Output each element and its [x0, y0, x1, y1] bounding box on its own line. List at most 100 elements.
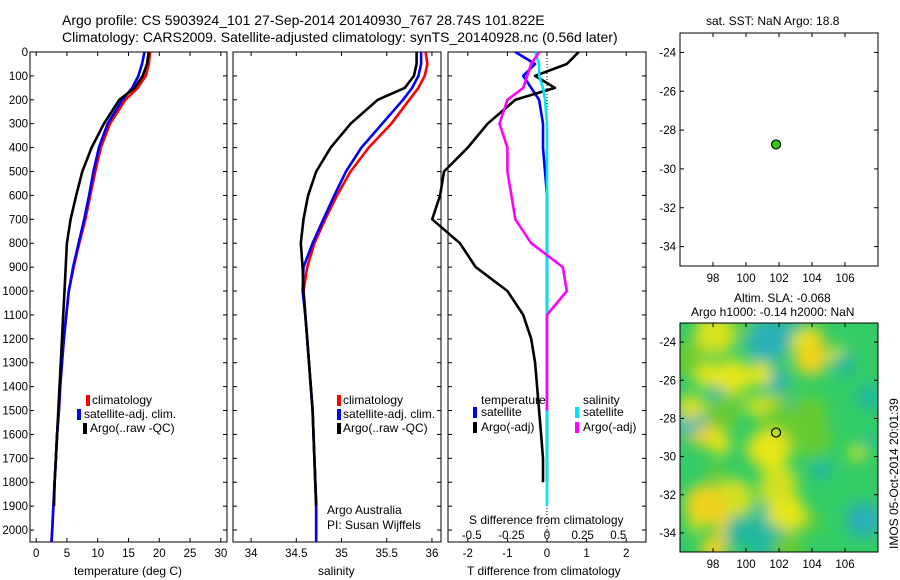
depth-tick-label: 0: [22, 47, 28, 59]
x-tick-label: 35: [335, 548, 348, 560]
depth-tick-label: 1000: [2, 286, 28, 298]
map-y-tick-label: -30: [659, 452, 676, 464]
heatmap-blob: [793, 341, 828, 376]
x-tick-label: 34: [245, 548, 258, 560]
map-x-tick-label: 100: [736, 559, 755, 571]
heatmap-blob: [708, 432, 731, 455]
heatmap-blob: [791, 394, 828, 431]
legend-label-climatology-sal: climatology: [343, 393, 404, 407]
temperature-plot-frame: [29, 51, 228, 543]
heatmap-blob: [724, 515, 757, 547]
legend-swatch-sal-satellite: [575, 407, 579, 418]
figure-title-line2: Climatology: CARS2009. Satellite-adjuste…: [62, 29, 618, 45]
depth-tick-label: 1400: [2, 382, 28, 394]
legend-swatch-satellite-sal: [337, 409, 341, 420]
depth-tick-label: 2000: [2, 525, 28, 537]
top-x-tick-label: -0.5: [462, 530, 482, 542]
heatmap-blob: [706, 463, 727, 484]
x-tick-label: 2: [623, 548, 629, 560]
map-y-tick-label: -34: [659, 528, 676, 540]
map-x-tick-label: 106: [835, 273, 854, 285]
x-tick-label: 0: [33, 548, 39, 560]
depth-tick-label: 1500: [2, 406, 28, 418]
depth-tick-label: 100: [9, 71, 28, 83]
x-tick-label: -1: [502, 548, 512, 560]
legend-label-temp-argo: Argo(-adj): [481, 420, 535, 434]
x-tick-label: 1: [583, 548, 589, 560]
series-line-salinity-argo-adj-: [498, 51, 569, 411]
x-tick-label: 15: [122, 548, 135, 560]
map-x-tick-label: 98: [707, 559, 720, 571]
x-tick-label: 20: [153, 548, 166, 560]
top-x-tick-label: 0: [544, 530, 550, 542]
heatmap-blob: [759, 465, 798, 503]
sla-map-title-line1: Altim. SLA: -0.068: [734, 291, 831, 305]
series-line-argo-raw-qc-: [299, 52, 418, 507]
heatmap-blob: [811, 459, 833, 480]
map-y-tick-label: -26: [659, 375, 676, 387]
heatmap-blob: [801, 512, 821, 532]
depth-tick-label: 1600: [2, 429, 28, 441]
depth-tick-label: 900: [9, 262, 28, 274]
depth-tick-label: 1800: [2, 477, 28, 489]
legend-label-temp-satellite: satellite: [481, 405, 522, 419]
legend-label-satellite: satellite-adj. clim.: [84, 407, 177, 421]
sst-float-marker: [770, 139, 782, 150]
map-y-tick-label: -34: [659, 242, 676, 254]
heatmap-blob: [680, 394, 704, 421]
depth-tick-label: 1100: [3, 310, 28, 322]
x-tick-label: 5: [64, 548, 70, 560]
depth-tick-label: 800: [9, 238, 28, 250]
top-x-tick-label: -0.25: [498, 530, 524, 542]
series-line-satellite-adj-clim-: [301, 52, 423, 542]
legend-label-argo: Argo(..raw -QC): [90, 421, 175, 435]
heatmap-blob: [749, 429, 791, 471]
legend-label-satellite-sal: satellite-adj. clim.: [343, 407, 436, 421]
depth-tick-label: 1700: [2, 453, 28, 465]
sst-map-frame: [679, 32, 879, 267]
legend-swatch-satellite: [77, 409, 81, 420]
legend-swatch-temp-satellite: [473, 407, 477, 418]
map-x-tick-label: 98: [707, 273, 720, 285]
depth-tick-label: 1300: [2, 358, 28, 370]
legend-swatch-climatology: [86, 395, 90, 406]
heatmap-blob: [849, 445, 865, 461]
x-tick-label: 30: [214, 548, 227, 560]
heatmap-blob: [700, 535, 727, 552]
heatmap-blob: [688, 517, 703, 533]
temperature-xlabel: temperature (deg C): [74, 564, 183, 578]
heatmap-blob: [856, 384, 878, 411]
legend-label-argo-sal: Argo(..raw -QC): [343, 421, 428, 435]
heatmap-blob: [714, 359, 751, 396]
legend-swatch-sal-argo: [575, 422, 579, 433]
depth-tick-label: 500: [9, 167, 28, 179]
map-x-tick-label: 102: [769, 559, 788, 571]
map-y-tick-label: -24: [659, 337, 676, 349]
sla-map-title-line2: Argo h1000: -0.14 h2000: NaN: [691, 305, 855, 319]
heatmap-blob: [748, 361, 773, 387]
legend-label-climatology: climatology: [92, 393, 153, 407]
heatmap-blob: [684, 484, 726, 525]
legend-title-salinity: salinity: [583, 393, 620, 407]
heatmap-blob: [738, 323, 753, 337]
figure-title-line1: Argo profile: CS 5903924_101 27-Sep-2014…: [62, 12, 545, 28]
heatmap-blob: [845, 502, 878, 538]
heatmap-blob: [771, 533, 805, 552]
depth-tick-label: 1900: [2, 501, 28, 513]
map-x-tick-label: 100: [736, 273, 755, 285]
map-y-tick-label: -28: [659, 413, 676, 425]
heatmap-blob: [745, 323, 789, 362]
x-tick-label: 36: [426, 548, 439, 560]
depth-tick-label: 600: [9, 190, 28, 202]
sst-map-title: sat. SST: NaN Argo: 18.8: [706, 14, 840, 28]
salinity-plot-frame: [232, 51, 442, 543]
argo-note-line2: PI: Susan Wijffels: [327, 518, 421, 532]
legend-label-sal-argo: Argo(-adj): [583, 420, 637, 434]
heatmap-blob: [832, 352, 856, 376]
legend-swatch-argo-sal: [337, 423, 341, 434]
depth-tick-label: 200: [9, 95, 28, 107]
footer-stamp: IMOS 05-Oct-2014 20:01:39: [887, 398, 900, 549]
depth-tick-label: 700: [9, 214, 28, 226]
series-line-climatology: [302, 51, 429, 542]
